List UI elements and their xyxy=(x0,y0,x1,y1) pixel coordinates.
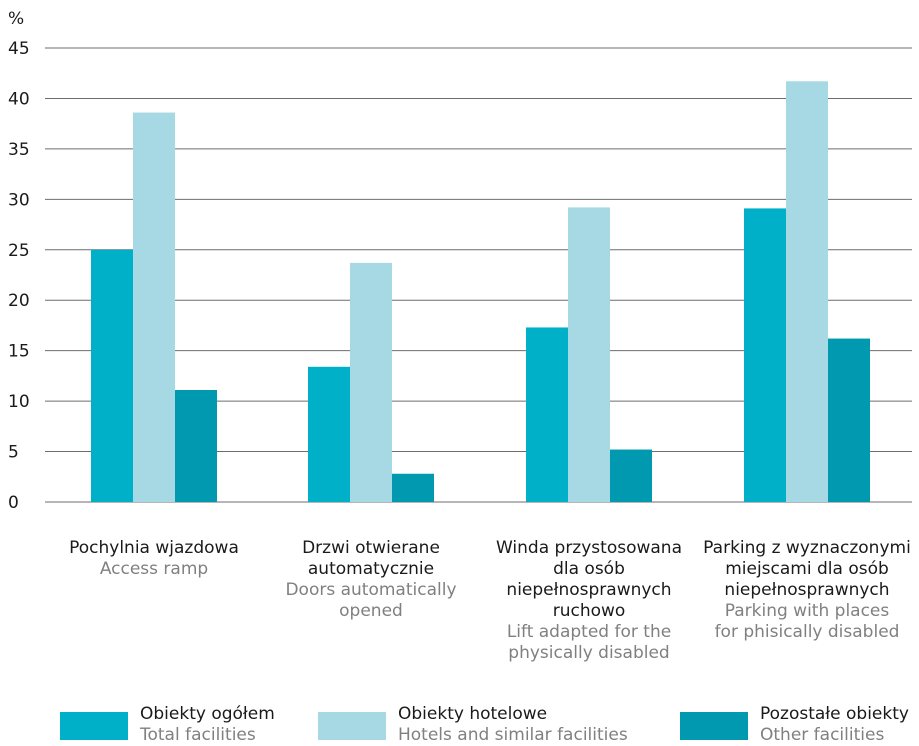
y-tick-label: 0 xyxy=(8,493,19,513)
bar-series-2-category-0 xyxy=(175,390,217,502)
x-axis-labels: Pochylnia wjazdowa Access ramp Drzwi otwie… xyxy=(69,538,911,663)
bar-series-1-category-0 xyxy=(133,112,175,503)
bar-series-0-category-0 xyxy=(91,249,133,502)
y-tick-label: 45 xyxy=(8,39,30,59)
x-category-label-3: Parking z wyznaczonymi miejscami dla osób… xyxy=(703,538,911,642)
x-category-label-1: Drzwi otwierane automatycznie Doors automa… xyxy=(285,538,456,621)
y-tick-label: 30 xyxy=(8,190,30,210)
x-category-label-0: Pochylnia wjazdowa Access ramp xyxy=(69,538,239,579)
bar-series-2-category-3 xyxy=(828,338,870,502)
legend-label-total-en: Total facilities xyxy=(140,725,256,745)
bar-series-1-category-1 xyxy=(350,262,392,502)
y-tick-label: 35 xyxy=(8,140,30,160)
bar-chart: % 0 5 10 15 20 25 30 35 40 45 Pochylnia wjazdowa A… xyxy=(8,9,912,663)
legend-swatch-hotels xyxy=(318,712,386,740)
legend-swatch-total xyxy=(60,712,128,740)
bar-series-0-category-3 xyxy=(744,208,786,502)
bars xyxy=(91,81,870,503)
y-axis-unit: % xyxy=(8,9,24,29)
legend-swatch-other xyxy=(680,712,748,740)
y-tick-label: 25 xyxy=(8,241,30,261)
bar-series-1-category-2 xyxy=(568,207,610,502)
bar-series-2-category-2 xyxy=(610,449,652,502)
x-category-label-2: Winda przystosowana dla osób niepełnospraw… xyxy=(496,538,682,663)
bar-series-0-category-1 xyxy=(308,366,350,502)
legend-label-other-en: Other facilities xyxy=(760,725,885,745)
legend: Obiekty ogółem Total facilities Obiekty … xyxy=(0,704,919,746)
legend-label-hotels: Obiekty hotelowe xyxy=(398,704,548,724)
y-tick-label: 5 xyxy=(8,443,19,463)
legend-label-other: Pozostałe obiekty xyxy=(760,704,909,724)
legend-label-hotels-en: Hotels and similar facilities xyxy=(398,725,628,745)
y-tick-label: 20 xyxy=(8,291,30,311)
y-tick-label: 40 xyxy=(8,89,30,109)
y-tick-label: 10 xyxy=(8,392,30,412)
y-tick-label: 15 xyxy=(8,342,30,362)
legend-label-total: Obiekty ogółem xyxy=(140,704,275,724)
y-axis-ticks: 0 5 10 15 20 25 30 35 40 45 xyxy=(8,39,30,513)
bar-series-0-category-2 xyxy=(526,327,568,502)
bar-series-1-category-3 xyxy=(786,81,828,502)
bar-series-2-category-1 xyxy=(392,473,434,502)
